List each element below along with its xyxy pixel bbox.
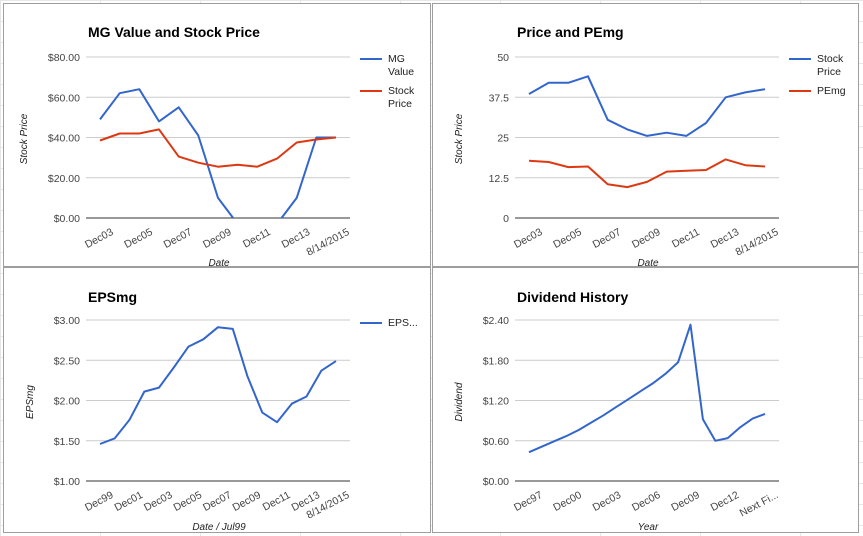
legend-label: Stock Price xyxy=(817,53,844,78)
x-tick-label: 8/14/2015 xyxy=(305,226,352,259)
x-axis-label: Date / Jul99 xyxy=(192,522,246,533)
x-tick-label: Dec06 xyxy=(630,489,663,514)
y-tick-label: $0.60 xyxy=(483,436,509,448)
series-line-1[interactable] xyxy=(528,158,766,189)
x-tick-label: Dec99 xyxy=(83,489,116,514)
x-tick-label: Dec00 xyxy=(551,489,584,514)
x-tick-label: Dec07 xyxy=(591,226,624,251)
y-tick-label: $1.80 xyxy=(483,355,509,367)
x-tick-label: Dec07 xyxy=(162,226,195,251)
y-axis-label: EPSmg xyxy=(25,385,36,419)
y-tick-label: $1.00 xyxy=(54,476,80,488)
y-axis-label: Dividend xyxy=(454,382,465,421)
y-tick-label: 0 xyxy=(503,213,509,225)
legend-label: PEmg xyxy=(817,85,846,97)
series-line-0[interactable] xyxy=(99,326,337,445)
chart-panel-price-pemg[interactable]: Price and PEmg 0 12.5 25 37.5 50 Dec03 Dec05 D… xyxy=(432,3,859,267)
chart-svg-dividend: Dividend History $0.00 $0.60 $1.20 $1.80 $2.… xyxy=(454,289,781,533)
y-tick-label: $20.00 xyxy=(48,173,80,185)
x-tick-label: Dec09 xyxy=(230,489,263,514)
x-tick-label: Dec05 xyxy=(551,226,584,251)
series-line-0[interactable] xyxy=(99,88,336,224)
chart-svg-price-pemg: Price and PEmg 0 12.5 25 37.5 50 Dec03 Dec05 D… xyxy=(454,24,846,267)
x-tick-label: Dec07 xyxy=(201,489,234,514)
chart-panel-mg-value[interactable]: MG Value and Stock Price $0.00 $20.00 $40.… xyxy=(3,3,431,267)
x-tick-label: Dec03 xyxy=(512,226,545,251)
y-tick-label: $3.00 xyxy=(54,315,80,327)
series-line-0[interactable] xyxy=(528,75,766,137)
x-tick-label: Dec97 xyxy=(512,489,545,514)
y-tick-label: 25 xyxy=(497,133,509,145)
chart-title: Price and PEmg xyxy=(517,24,624,40)
legend-label: MG Value xyxy=(388,53,414,78)
chart-svg-mg-value: MG Value and Stock Price $0.00 $20.00 $40.… xyxy=(19,24,415,267)
y-tick-label: $0.00 xyxy=(483,476,509,488)
x-tick-label: Dec01 xyxy=(112,489,145,514)
x-tick-label: Dec03 xyxy=(142,489,175,514)
chart-title: EPSmg xyxy=(88,289,137,305)
x-tick-label: Dec09 xyxy=(669,489,702,514)
y-tick-label: $40.00 xyxy=(48,133,80,145)
legend-label: EPS... xyxy=(388,317,418,329)
chart-svg-epsmg: EPSmg $1.00$1.50$2.00$2.50$3.00 Dec99Dec… xyxy=(25,289,418,533)
x-tick-label: 8/14/2015 xyxy=(734,226,781,259)
y-axis-label: Stock Price xyxy=(19,113,30,164)
series-line-0[interactable] xyxy=(528,323,766,454)
y-tick-label: $2.00 xyxy=(54,396,80,408)
y-tick-label: $60.00 xyxy=(48,92,80,104)
y-tick-label: $1.50 xyxy=(54,436,80,448)
chart-title: MG Value and Stock Price xyxy=(88,24,260,40)
y-tick-label: $80.00 xyxy=(48,52,80,64)
y-tick-label: $0.00 xyxy=(54,213,80,225)
x-tick-label: Dec12 xyxy=(709,489,742,514)
x-tick-label: Next Fi... xyxy=(738,489,781,519)
x-axis-label: Date xyxy=(208,258,230,267)
x-tick-label: Dec05 xyxy=(122,226,155,251)
x-tick-label: Dec11 xyxy=(241,226,273,251)
y-tick-label: $2.50 xyxy=(54,355,80,367)
y-tick-label: $2.40 xyxy=(483,315,509,327)
x-tick-label: Dec03 xyxy=(591,489,624,514)
chart-title: Dividend History xyxy=(517,289,628,305)
legend-label: Stock Price xyxy=(388,85,415,110)
chart-panel-epsmg[interactable]: EPSmg $1.00 $1.50 $2.00 $2.50 $3.00 Dec99 Dec… xyxy=(3,267,431,533)
series-line-1[interactable] xyxy=(99,128,337,168)
x-tick-label: Dec05 xyxy=(171,489,204,514)
x-tick-label: Dec03 xyxy=(83,226,116,251)
x-axis-label: Year xyxy=(638,522,659,533)
y-tick-label: 37.5 xyxy=(489,92,510,104)
chart-panel-dividend[interactable]: Dividend History $0.00 $0.60 $1.20 $1.80 $2.… xyxy=(432,267,859,533)
y-tick-label: 50 xyxy=(497,52,509,64)
x-tick-label: Dec11 xyxy=(261,489,293,514)
x-tick-label: Dec09 xyxy=(630,226,663,251)
y-tick-label: $1.20 xyxy=(483,396,509,408)
x-axis-label: Date xyxy=(637,258,659,267)
x-tick-label: Dec09 xyxy=(201,226,234,251)
x-tick-label: Dec11 xyxy=(670,226,702,251)
y-axis-label: Stock Price xyxy=(454,113,465,164)
y-tick-label: 12.5 xyxy=(489,173,510,185)
